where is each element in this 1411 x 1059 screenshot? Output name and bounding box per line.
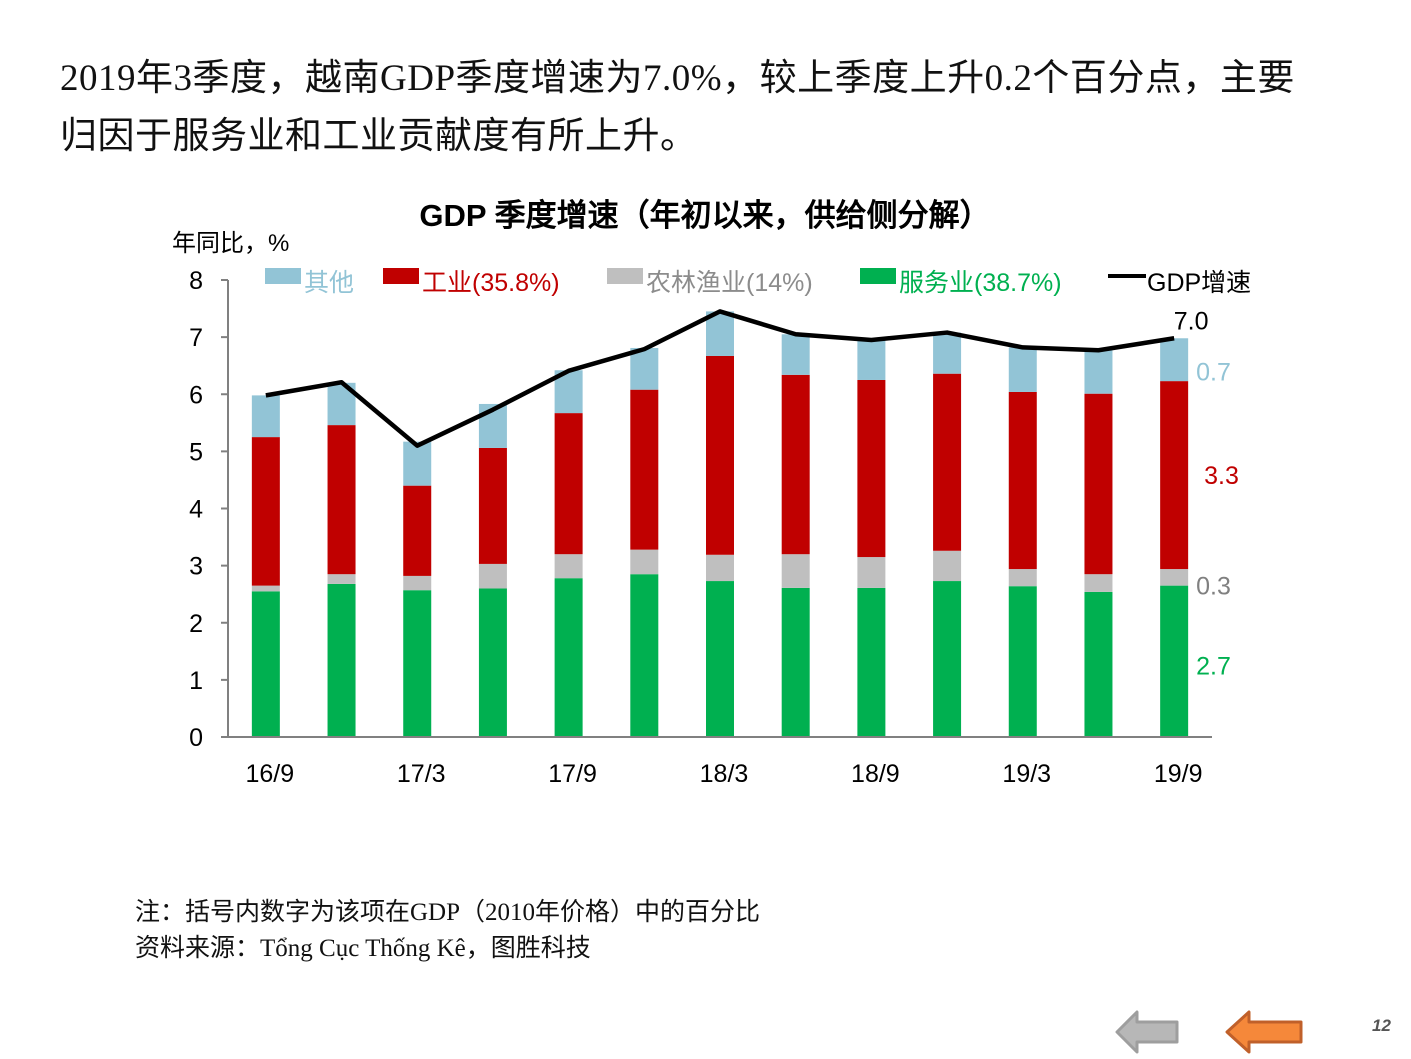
bar-segment-services (252, 591, 280, 737)
legend-swatch (383, 268, 419, 284)
bar-segment-services (706, 581, 734, 737)
bar-segment-services (328, 584, 356, 737)
headline-line-2: 归因于服务业和工业贡献度有所上升。 (60, 108, 1390, 166)
legend-swatch (265, 268, 301, 284)
bar-segment-industry (630, 390, 658, 550)
y-tick-label: 3 (189, 553, 203, 581)
x-tick-label: 17/3 (397, 760, 446, 788)
bar-segment-services (857, 588, 885, 737)
bars-layer (252, 311, 1188, 737)
annotation-segment-value: 0.3 (1196, 573, 1231, 601)
bar-segment-industry (933, 374, 961, 551)
bar-segment-agriculture (403, 576, 431, 590)
y-tick-label: 7 (189, 324, 203, 352)
y-tick-label: 1 (189, 667, 203, 695)
chart-title: GDP 季度增速（年初以来，供给侧分解） (419, 198, 990, 233)
bar-segment-agriculture (782, 554, 810, 588)
return-button[interactable] (1225, 1010, 1291, 1054)
bar-segment-agriculture (933, 551, 961, 581)
annotation-gdp-value: 7.0 (1174, 307, 1209, 335)
y-tick-label: 6 (189, 381, 203, 409)
bar-segment-other (933, 333, 961, 374)
bar-segment-services (782, 588, 810, 737)
footnotes: 注：括号内数字为该项在GDP（2010年价格）中的百分比 资料来源：Tổng C… (135, 895, 760, 967)
y-tick-label: 5 (189, 438, 203, 466)
x-tick-label: 19/9 (1154, 760, 1203, 788)
bar-segment-services (403, 590, 431, 737)
slide-headline: 2019年3季度，越南GDP季度增速为7.0%，较上季度上升0.2个百分点，主要… (60, 50, 1390, 166)
annotation-segment-value: 0.7 (1196, 358, 1231, 386)
footnote-note: 注：括号内数字为该项在GDP（2010年价格）中的百分比 (135, 895, 760, 931)
bar-segment-industry (403, 486, 431, 576)
y-axis-label: 年同比，% (172, 230, 289, 257)
bar-segment-agriculture (630, 550, 658, 575)
page-number: 12 (1372, 1016, 1391, 1036)
legend-label: 工业(35.8%) (422, 269, 560, 297)
bar-segment-other (857, 340, 885, 380)
bar-segment-agriculture (252, 586, 280, 592)
bar-segment-other (1084, 350, 1112, 393)
arrow-left-orange-icon (1225, 1010, 1305, 1054)
legend-label: 其他 (304, 269, 354, 297)
bar-segment-services (1160, 586, 1188, 737)
legend: 其他 工业(35.8%) 农林渔业(14%) 服务业(38.7%) GDP增速 (265, 268, 1251, 297)
bar-segment-services (479, 588, 507, 737)
gdp-chart-svg: GDP 季度增速（年初以来，供给侧分解） 年同比，% 0 1 2 3 4 5 6 7 8 16/9… (0, 180, 1411, 800)
legend-swatch (607, 268, 643, 284)
bar-segment-industry (555, 413, 583, 554)
x-tick-label: 18/3 (700, 760, 749, 788)
x-tick-label: 16/9 (246, 760, 295, 788)
annotation-segment-value: 3.3 (1204, 462, 1239, 490)
footnote-source: 资料来源：Tổng Cục Thống Kê，图胜科技 (135, 931, 760, 967)
x-tick-label: 19/3 (1002, 760, 1051, 788)
bar-segment-industry (1084, 394, 1112, 575)
y-tick-label: 8 (189, 267, 203, 295)
gdp-chart: GDP 季度增速（年初以来，供给侧分解） 年同比，% 0 1 2 3 4 5 6 7 8 16/9… (0, 180, 1411, 800)
bar-segment-agriculture (555, 554, 583, 578)
x-tick-label: 18/9 (851, 760, 900, 788)
bar-segment-industry (1160, 381, 1188, 569)
bar-segment-industry (782, 375, 810, 554)
bar-segment-services (1009, 586, 1037, 737)
bar-segment-agriculture (706, 555, 734, 581)
bar-segment-other (1009, 347, 1037, 392)
bar-segment-agriculture (479, 564, 507, 589)
bar-segment-agriculture (1084, 574, 1112, 592)
y-tick-label: 0 (189, 724, 203, 752)
bar-segment-other (403, 442, 431, 486)
legend-label: 服务业(38.7%) (899, 269, 1062, 297)
bar-segment-agriculture (1160, 569, 1188, 586)
bar-segment-industry (328, 425, 356, 574)
legend-label: 农林渔业(14%) (646, 269, 813, 297)
bar-segment-industry (479, 448, 507, 564)
bar-segment-other (1160, 338, 1188, 381)
bar-segment-services (555, 578, 583, 737)
bar-segment-industry (706, 356, 734, 555)
y-tick-label: 2 (189, 610, 203, 638)
arrow-left-gray-icon (1115, 1010, 1181, 1054)
bar-segment-agriculture (857, 557, 885, 588)
x-tick-label: 17/9 (548, 760, 597, 788)
headline-line-1: 2019年3季度，越南GDP季度增速为7.0%，较上季度上升0.2个百分点，主要 (60, 50, 1390, 108)
bar-segment-services (1084, 592, 1112, 737)
bar-segment-industry (1009, 392, 1037, 569)
bar-segment-industry (252, 437, 280, 586)
bar-segment-agriculture (328, 574, 356, 584)
previous-slide-button[interactable] (1115, 1010, 1181, 1054)
bar-segment-services (933, 581, 961, 737)
bar-segment-agriculture (1009, 569, 1037, 586)
legend-label: GDP增速 (1147, 269, 1251, 297)
legend-swatch (860, 268, 896, 284)
annotation-segment-value: 2.7 (1196, 653, 1231, 681)
bar-segment-industry (857, 380, 885, 557)
bar-segment-services (630, 574, 658, 737)
y-tick-label: 4 (189, 496, 203, 524)
bar-segment-other (252, 395, 280, 437)
bar-segment-other (782, 334, 810, 375)
